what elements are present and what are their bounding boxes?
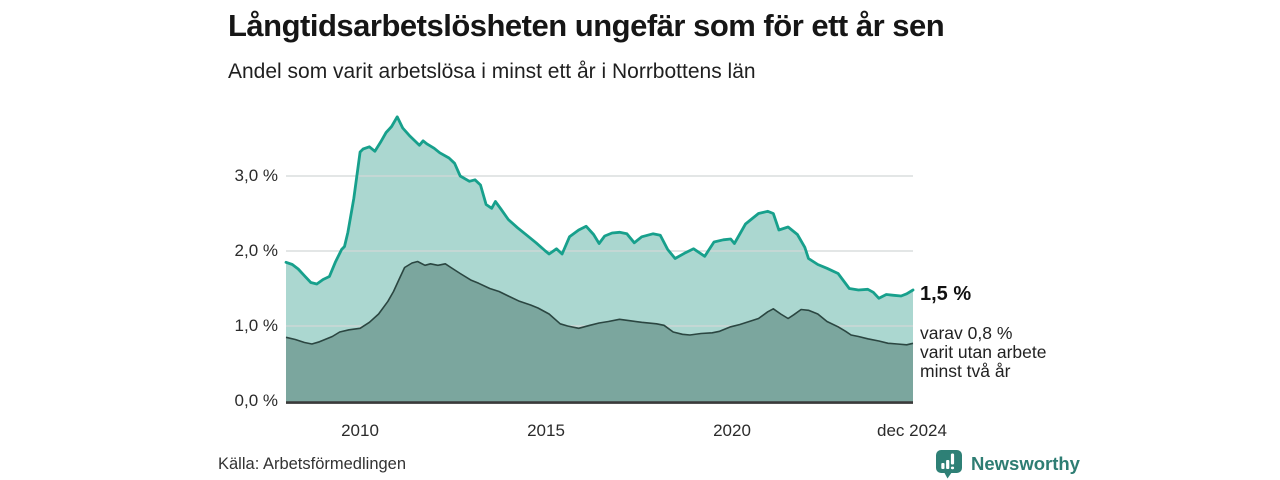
- series-end-value-label: 1,5 %: [920, 283, 972, 305]
- annotation-line-3: minst två år: [920, 361, 1011, 381]
- source-attribution: Källa: Arbetsförmedlingen: [218, 455, 407, 473]
- x-axis-tick-2015: 2015: [527, 421, 565, 440]
- brand-name: Newsworthy: [971, 453, 1080, 474]
- annotation-line-2: varit utan arbete: [920, 342, 1047, 362]
- annotation-line-1: varav 0,8 %: [920, 323, 1013, 343]
- y-axis-tick-3: 3,0 %: [234, 166, 278, 185]
- x-axis-tick-dec-2024: dec 2024: [877, 421, 947, 440]
- y-axis-tick-2: 2,0 %: [234, 241, 278, 260]
- series-secondary-annotation: varav 0,8 % varit utan arbete minst två …: [920, 324, 1046, 381]
- newsworthy-brand: Newsworthy: [934, 448, 1080, 480]
- y-axis-tick-0: 0,0 %: [234, 391, 278, 410]
- chart-title: Långtidsarbetslösheten ungefär som för e…: [228, 8, 945, 43]
- newsworthy-logo-icon: [936, 450, 962, 479]
- chart-subtitle: Andel som varit arbetslösa i minst ett å…: [228, 60, 756, 83]
- y-axis-tick-1: 1,0 %: [234, 316, 278, 335]
- x-axis-tick-2010: 2010: [341, 421, 379, 440]
- x-axis-tick-2020: 2020: [713, 421, 751, 440]
